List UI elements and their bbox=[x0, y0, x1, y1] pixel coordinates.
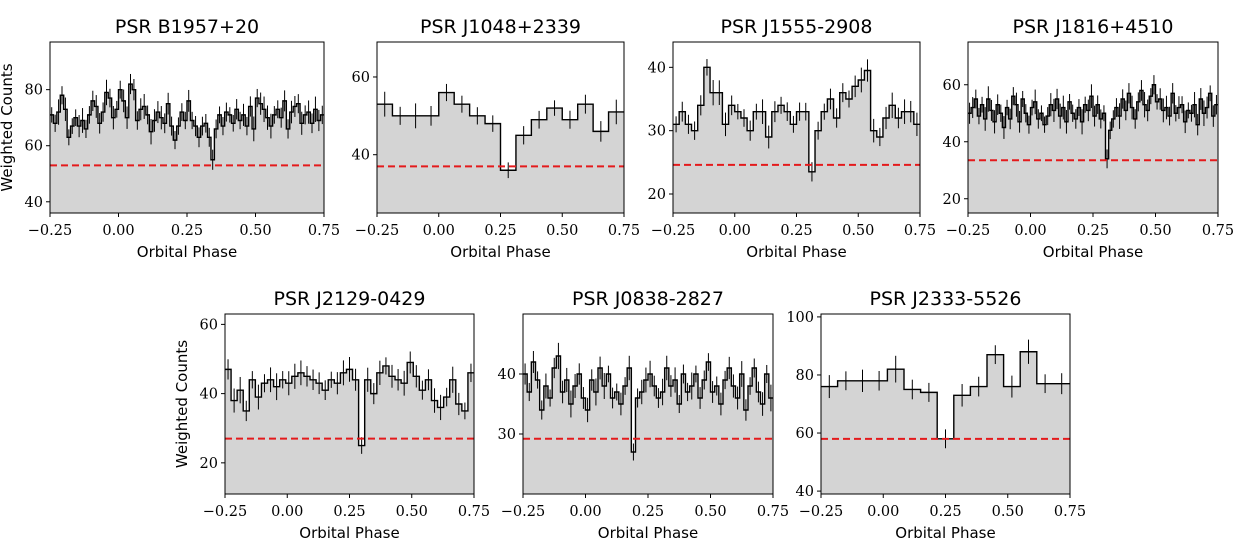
panel-1: −0.25 0.00 0.25 0.50 0.75 40 60 80 PSR B1957+20 O… bbox=[0, 16, 340, 261]
x-axis-label: Orbital Phase bbox=[299, 524, 399, 542]
x-tick-label: 0.50 bbox=[992, 504, 1024, 520]
x-axis-label: Orbital Phase bbox=[895, 524, 995, 542]
x-tick-label: 0.50 bbox=[694, 504, 726, 520]
x-tick-label: 0.75 bbox=[608, 223, 640, 239]
panel-title: PSR B1957+20 bbox=[115, 16, 259, 38]
x-axis-label: Orbital Phase bbox=[746, 243, 846, 261]
y-tick-label: 80 bbox=[25, 83, 43, 99]
x-tick-label: −0.25 bbox=[28, 223, 72, 239]
panel-title: PSR J1048+2339 bbox=[420, 16, 581, 38]
x-tick-label: 0.00 bbox=[1014, 223, 1046, 239]
x-tick-label: 0.50 bbox=[239, 223, 271, 239]
x-axis-label: Orbital Phase bbox=[598, 524, 698, 542]
x-tick-label: 0.75 bbox=[757, 504, 789, 520]
x-tick-label: 0.00 bbox=[719, 223, 751, 239]
y-tick-label: 40 bbox=[943, 135, 961, 151]
y-tick-label: 80 bbox=[796, 368, 814, 384]
x-tick-label: 0.25 bbox=[333, 504, 365, 520]
histogram-fill bbox=[673, 67, 920, 213]
x-tick-label: 0.25 bbox=[1077, 223, 1109, 239]
y-tick-label: 60 bbox=[200, 317, 218, 333]
panel-title: PSR J2129-0429 bbox=[274, 288, 426, 310]
y-tick-label: 40 bbox=[352, 148, 370, 164]
y-tick-label: 40 bbox=[25, 195, 43, 211]
y-axis-label: Weighted Counts bbox=[0, 63, 16, 191]
x-tick-label: 0.75 bbox=[308, 223, 340, 239]
x-tick-label: 0.75 bbox=[1054, 504, 1086, 520]
x-tick-label: 0.25 bbox=[632, 504, 664, 520]
y-tick-label: 20 bbox=[200, 456, 218, 472]
y-tick-label: 40 bbox=[200, 387, 218, 403]
panel-4: −0.25 0.00 0.25 0.50 0.75 20 40 60 PSR J1816+451… bbox=[943, 16, 1235, 261]
x-tick-label: 0.00 bbox=[867, 504, 899, 520]
histogram-fill bbox=[225, 362, 474, 494]
x-tick-label: 0.25 bbox=[929, 504, 961, 520]
x-tick-label: 0.50 bbox=[1139, 223, 1171, 239]
x-tick-label: 0.00 bbox=[102, 223, 134, 239]
x-tick-label: −0.25 bbox=[799, 504, 843, 520]
y-tick-label: 30 bbox=[648, 124, 666, 140]
y-tick-label: 20 bbox=[943, 192, 961, 208]
x-tick-label: 0.00 bbox=[569, 504, 601, 520]
x-tick-label: −0.25 bbox=[946, 223, 990, 239]
x-axis-label: Orbital Phase bbox=[137, 243, 237, 261]
y-tick-label: 40 bbox=[648, 60, 666, 76]
y-tick-label: 40 bbox=[796, 484, 814, 500]
y-tick-label: 30 bbox=[498, 427, 516, 443]
x-tick-label: 0.00 bbox=[423, 223, 455, 239]
panel-6: −0.25 0.00 0.25 0.50 0.75 30 40 PSR J0838-2827 O… bbox=[498, 288, 790, 542]
panel-title: PSR J1816+4510 bbox=[1013, 16, 1174, 38]
y-tick-label: 20 bbox=[648, 187, 666, 203]
histogram-fill bbox=[821, 351, 1070, 494]
panel-3: −0.25 0.00 0.25 0.50 0.75 20 30 40 PSR J1555-290… bbox=[648, 16, 937, 261]
panel-title: PSR J1555-2908 bbox=[721, 16, 873, 38]
x-tick-label: −0.25 bbox=[203, 504, 247, 520]
x-tick-label: 0.25 bbox=[780, 223, 812, 239]
x-tick-label: 0.25 bbox=[171, 223, 203, 239]
x-tick-label: 0.50 bbox=[842, 223, 874, 239]
x-tick-label: −0.25 bbox=[501, 504, 545, 520]
x-tick-label: −0.25 bbox=[355, 223, 399, 239]
histogram-step-line bbox=[523, 355, 773, 453]
y-tick-label: 100 bbox=[786, 310, 814, 326]
y-axis-label: Weighted Counts bbox=[173, 340, 191, 468]
x-axis-label: Orbital Phase bbox=[450, 243, 550, 261]
panel-title: PSR J2333-5526 bbox=[870, 288, 1022, 310]
panel-7: −0.25 0.00 0.25 0.50 0.75 40 60 80 100 PSR J2333-… bbox=[786, 288, 1086, 542]
x-tick-label: 0.50 bbox=[396, 504, 428, 520]
y-tick-label: 60 bbox=[796, 426, 814, 442]
y-tick-label: 60 bbox=[25, 139, 43, 155]
x-tick-label: 0.75 bbox=[1202, 223, 1234, 239]
x-tick-label: 0.75 bbox=[904, 223, 936, 239]
panel-title: PSR J0838-2827 bbox=[572, 288, 724, 310]
x-tick-label: 0.75 bbox=[458, 504, 490, 520]
x-tick-label: −0.25 bbox=[651, 223, 695, 239]
x-tick-label: 0.00 bbox=[271, 504, 303, 520]
y-tick-label: 40 bbox=[498, 367, 516, 383]
panel-5: −0.25 0.00 0.25 0.50 0.75 20 40 60 PSR J2129-042… bbox=[173, 288, 490, 542]
y-tick-label: 60 bbox=[352, 70, 370, 86]
panel-2: −0.25 0.00 0.25 0.50 0.75 40 60 PSR J1048+2339 O… bbox=[352, 16, 641, 261]
x-axis-label: Orbital Phase bbox=[1043, 243, 1143, 261]
y-tick-label: 60 bbox=[943, 78, 961, 94]
x-tick-label: 0.50 bbox=[546, 223, 578, 239]
x-tick-label: 0.25 bbox=[484, 223, 516, 239]
